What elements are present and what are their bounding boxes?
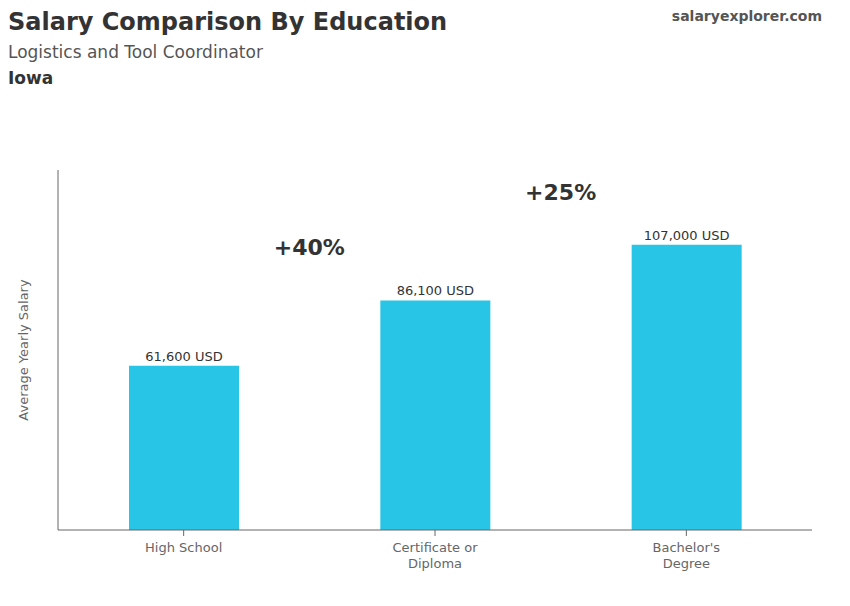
html-text:Iowa: Iowa xyxy=(8,68,54,88)
html-text:Salary Comparison By Education: Salary Comparison By Education xyxy=(8,8,448,36)
svg-text:86,100 USD: 86,100 USD xyxy=(397,283,474,298)
html-text:Logistics and Tool Coordinator: Logistics and Tool Coordinator xyxy=(8,42,263,62)
svg-text:107,000 USD: 107,000 USD xyxy=(644,228,730,243)
svg-text:High School: High School xyxy=(145,540,222,555)
svg-text:Bachelor'sDegree: Bachelor'sDegree xyxy=(653,540,721,571)
svg-text:+25%: +25% xyxy=(525,180,596,205)
svg-text:+40%: +40% xyxy=(274,235,345,260)
html-text:salaryexplorer.com: salaryexplorer.com xyxy=(671,8,822,24)
svg-text:Certificate orDiploma: Certificate orDiploma xyxy=(393,540,479,571)
svg-text:Average Yearly Salary: Average Yearly Salary xyxy=(16,279,31,421)
svg-text:61,600 USD: 61,600 USD xyxy=(145,349,222,364)
